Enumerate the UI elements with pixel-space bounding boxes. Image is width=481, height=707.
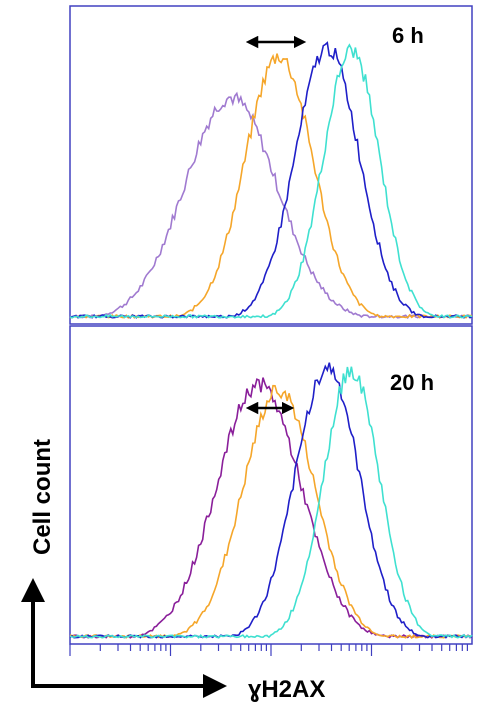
panel-6h-curves	[69, 41, 473, 320]
panel-20h-curves	[69, 362, 473, 640]
x-axis-ticks	[69, 644, 468, 656]
panel-6h-label: 6 h	[392, 23, 424, 48]
panel-20h-label: 20 h	[390, 370, 434, 395]
panel-6h-frame	[69, 5, 473, 325]
y-axis-label: Cell count	[29, 439, 56, 555]
x-axis-label: ɣH2AX	[248, 676, 325, 703]
histogram-curve-cyan	[69, 43, 473, 319]
panel-20h-frame	[69, 325, 473, 645]
panel-6h: 6 h	[69, 5, 473, 325]
histogram-curve-purple_6h	[69, 91, 473, 320]
panel-20h: 20 h	[69, 325, 473, 645]
histogram-curve-cyan	[69, 366, 473, 639]
